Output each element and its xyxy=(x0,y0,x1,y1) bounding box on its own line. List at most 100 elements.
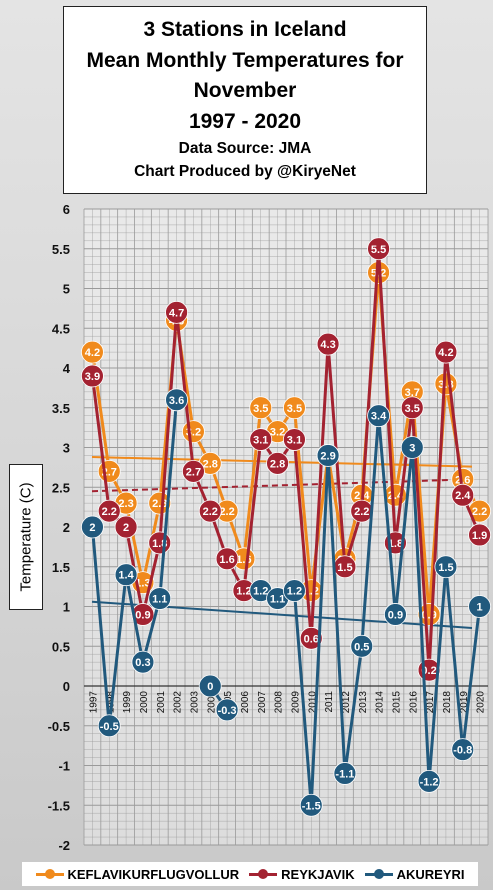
data-point-reykjavik xyxy=(266,451,289,475)
data-label-akureyri: 1.5 xyxy=(438,562,453,574)
data-point-reykjavik xyxy=(367,237,390,261)
data-label-akureyri: 0.3 xyxy=(135,657,150,669)
y-tick-label: 2 xyxy=(63,520,70,535)
y-tick-label: 0 xyxy=(63,679,70,694)
data-point-akureyri xyxy=(131,650,155,674)
data-point-reykjavik xyxy=(165,300,188,324)
data-point-akureyri xyxy=(283,579,306,602)
chart-title-box: 3 Stations in Iceland Mean Monthly Tempe… xyxy=(63,6,427,194)
x-tick-label: 1997 xyxy=(88,691,99,714)
chart-legend: KEFLAVIKURFLUGVOLLUR REYKJAVIK AKUREYRI xyxy=(22,862,478,886)
legend-label-keflavik: KEFLAVIKURFLUGVOLLUR xyxy=(67,866,240,882)
data-point-reykjavik xyxy=(114,515,138,539)
x-tick-label: 2008 xyxy=(274,691,285,714)
data-point-akureyri xyxy=(384,603,407,626)
legend-label-reykjavik: REYKJAVIK xyxy=(281,866,355,882)
data-label-keflavik: 3.5 xyxy=(287,403,302,415)
data-point-akureyri xyxy=(97,714,121,738)
data-label-keflavik: 2.3 xyxy=(152,498,167,510)
y-tick-label: 5 xyxy=(63,282,70,297)
data-label-keflavik: 2.2 xyxy=(472,506,487,518)
data-label-akureyri: -1.1 xyxy=(335,768,354,780)
y-tick-label: -1 xyxy=(58,759,70,774)
data-label-akureyri: -1.5 xyxy=(302,800,321,812)
data-label-reykjavik: 2 xyxy=(123,522,129,534)
data-point-reykjavik xyxy=(451,483,475,507)
data-point-akureyri xyxy=(367,404,390,428)
y-tick-label: -1.5 xyxy=(48,798,70,813)
data-point-reykjavik xyxy=(434,340,458,364)
chart-title-line-3: November xyxy=(193,79,297,102)
data-point-akureyri xyxy=(198,674,222,698)
data-point-reykjavik xyxy=(198,499,222,523)
data-label-reykjavik: 2.2 xyxy=(102,506,117,518)
y-tick-label: 5.5 xyxy=(52,242,70,257)
chart-title-line-1: 3 Stations in Iceland xyxy=(143,18,347,41)
data-point-reykjavik xyxy=(182,459,205,483)
x-tick-label: 1999 xyxy=(122,691,133,714)
chart-credit: Chart Produced by @KiryeNet xyxy=(134,163,356,180)
chart-gridlines xyxy=(83,208,489,846)
legend-marker-keflavik xyxy=(35,868,64,880)
data-label-akureyri: 1.1 xyxy=(152,594,167,606)
data-point-keflavik xyxy=(81,340,104,364)
legend-item-akureyri: AKUREYRI xyxy=(364,867,465,882)
data-point-reykjavik xyxy=(283,428,306,451)
data-label-akureyri: -0.8 xyxy=(453,745,472,757)
data-label-keflavik: 4.2 xyxy=(85,347,100,359)
legend-item-keflavik: KEFLAVIKURFLUGVOLLUR xyxy=(35,866,240,882)
x-tick-label: 2020 xyxy=(476,691,487,714)
data-point-akureyri xyxy=(333,762,357,785)
legend-marker-reykjavik xyxy=(249,868,278,880)
legend-marker-akureyri xyxy=(364,868,393,880)
data-point-reykjavik xyxy=(97,499,121,523)
x-tick-label: 2001 xyxy=(156,691,167,714)
data-label-akureyri: 0.5 xyxy=(354,641,369,653)
data-point-akureyri xyxy=(165,388,188,412)
data-point-reykjavik xyxy=(299,626,323,650)
data-label-akureyri: 2.9 xyxy=(320,450,335,462)
data-point-keflavik xyxy=(148,491,172,515)
data-point-reykjavik xyxy=(400,396,424,420)
legend-item-reykjavik: REYKJAVIK xyxy=(249,866,355,882)
data-label-akureyri: 0 xyxy=(207,681,213,693)
data-label-reykjavik: 3.5 xyxy=(405,403,420,415)
chart-series: 4.22.72.31.32.34.63.22.82.21.63.53.23.51… xyxy=(81,237,491,817)
data-label-keflavik: 2.3 xyxy=(118,498,133,510)
chart-title-line-4: 1997 - 2020 xyxy=(188,109,302,133)
data-label-reykjavik: 4.2 xyxy=(438,347,453,359)
data-label-reykjavik: 2.7 xyxy=(186,466,201,478)
data-label-reykjavik: 0.6 xyxy=(304,633,319,645)
x-tick-label: 2019 xyxy=(459,691,470,714)
y-tick-label: 1.5 xyxy=(52,560,70,575)
data-label-akureyri: 3 xyxy=(409,443,415,455)
data-label-keflavik: 2.8 xyxy=(203,458,218,470)
data-label-reykjavik: 0.2 xyxy=(421,665,436,677)
series-line-akureyri xyxy=(260,414,482,807)
data-point-keflavik xyxy=(417,603,441,626)
data-point-reykjavik xyxy=(316,332,340,356)
x-tick-label: 2002 xyxy=(173,691,184,714)
data-point-reykjavik xyxy=(81,364,104,388)
y-axis-label-box: Temperature (C) xyxy=(9,464,43,610)
data-label-reykjavik: 1.2 xyxy=(236,586,251,598)
data-label-keflavik: 3.5 xyxy=(253,403,268,415)
data-label-akureyri: 1.2 xyxy=(287,586,302,598)
y-tick-label: 2.5 xyxy=(52,480,70,495)
data-label-reykjavik: 3.1 xyxy=(253,435,268,447)
data-label-reykjavik: 2.4 xyxy=(455,490,471,502)
data-label-akureyri: 1.1 xyxy=(270,594,285,606)
data-label-akureyri: -0.3 xyxy=(218,705,237,717)
data-point-akureyri xyxy=(299,793,323,817)
data-label-keflavik: 3.2 xyxy=(270,427,285,439)
chart-title-line-2: Mean Monthly Temperatures for xyxy=(86,48,404,72)
data-label-reykjavik: 1.8 xyxy=(388,538,403,550)
data-label-keflavik: 3.7 xyxy=(405,387,420,399)
data-label-akureyri: -0.5 xyxy=(100,721,119,733)
data-point-keflavik xyxy=(283,396,306,420)
data-label-akureyri: 1.4 xyxy=(118,570,134,582)
x-tick-label: 2014 xyxy=(375,691,386,714)
y-tick-label: 1 xyxy=(63,600,70,615)
data-label-reykjavik: 2.8 xyxy=(270,458,285,470)
x-tick-label: 2009 xyxy=(290,691,301,714)
